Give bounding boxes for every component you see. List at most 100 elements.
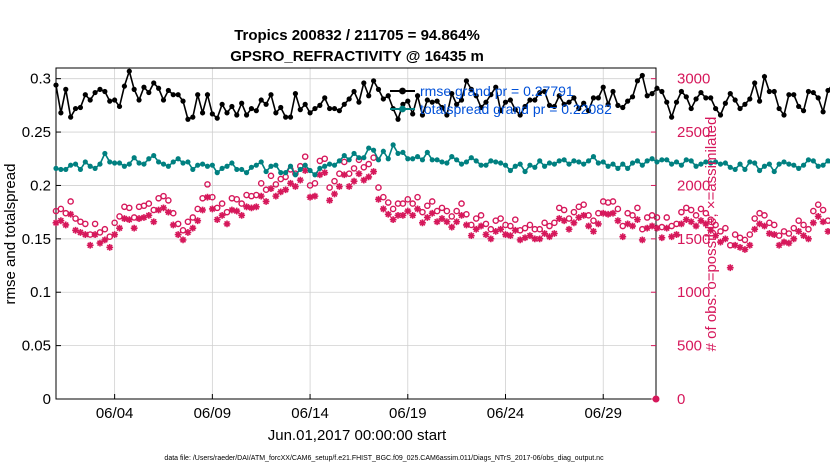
obs-possible-point [62,209,70,217]
totalspread-point [380,148,386,154]
obs-possible-point [125,204,133,212]
obs-possible-point [350,165,358,172]
legend: rmse grand pr = 0.27791 totalspread grand… [390,83,612,117]
totalspread-point [419,157,426,163]
legend-swatch-marker [399,87,406,95]
obs-assimilated-point [502,231,509,238]
obs-assimilated-point [135,215,143,222]
obs-assimilated-point [428,209,436,217]
obs-possible-point [639,225,646,233]
rmse-point [292,91,299,97]
totalspread-point [708,160,714,166]
totalspread-point [727,164,733,170]
totalspread-point [307,167,313,174]
rmse-point [87,97,93,103]
rmse-point [283,114,289,120]
obs-assimilated-point [277,188,285,196]
obs-assimilated-point [375,195,382,203]
rmse-point [429,99,435,105]
obs-assimilated-point [145,211,153,219]
obs-possible-point [57,205,65,213]
obs-assimilated-point [213,216,221,224]
obs-assimilated-point [800,232,807,240]
totalspread-point [590,154,597,160]
totalspread-point [92,165,98,171]
obs-assimilated-point [262,198,270,205]
totalspread-point [517,161,523,167]
obs-assimilated-point [463,221,470,229]
obs-assimilated-point [692,222,700,230]
obs-assimilated-point [106,243,114,251]
totalspread-point [243,170,250,176]
rmse-point [97,86,103,92]
obs-assimilated-point [233,207,241,215]
totalspread-point [571,158,577,164]
obs-assimilated-point [248,204,255,212]
totalspread-point [331,162,338,168]
rmse-point [820,109,826,115]
totalspread-point [234,166,240,173]
totalspread-point [786,161,792,167]
obs-assimilated-point [67,210,75,218]
obs-possible-point [546,222,553,230]
rmse-point [112,97,118,103]
rmse-point [439,104,445,111]
obs-assimilated-point [306,193,314,201]
obs-assimilated-point [331,190,338,198]
obs-assimilated-point [565,225,573,233]
obs-assimilated-point [282,186,290,194]
totalspread-point [283,170,289,176]
rmse-point [532,97,538,103]
obs-assimilated-point [555,215,563,222]
obs-assimilated-point [223,220,231,228]
rmse-point [673,99,680,105]
obs-assimilated-point [746,241,754,249]
totalspread-point [698,161,704,167]
obs-possible-point [810,207,817,215]
rmse-point [566,99,572,105]
rmse-point [590,95,597,101]
rmse-point [302,101,308,107]
totalspread-point [527,162,533,168]
rmse-point [444,112,450,118]
obs-assimilated-point [726,264,734,272]
obs-possible-point [443,207,451,215]
obs-assimilated-point [355,170,363,178]
obs-assimilated-point [653,224,661,232]
rmse-point [766,88,772,95]
obs-assimilated-point [111,231,119,238]
obs-assimilated-point [770,231,778,238]
obs-assimilated-point [780,238,788,246]
obs-assimilated-point [365,173,373,181]
totalspread-point [68,162,74,168]
obs-assimilated-point [580,211,588,219]
y-tick-label-left: 0.1 [30,284,51,301]
rmse-point [156,85,162,91]
obs-assimilated-point [350,177,358,185]
obs-possible-point [184,218,192,226]
obs-possible-point [238,200,245,207]
rmse-point [639,72,645,79]
totalspread-point [395,150,401,157]
totalspread-point [522,168,528,175]
totalspread-point [625,165,631,171]
data-file-footnote: data file: /Users/raeder/DAI/ATM_forcXX/… [164,455,604,462]
grid-lines [56,68,656,399]
obs-assimilated-point [160,204,167,212]
rmse-point [131,86,137,92]
totalspread-point [278,170,284,176]
totalspread-point [566,161,572,167]
obs-possible-point [663,214,671,221]
rmse-point [380,96,386,102]
obs-possible-point [653,214,661,221]
totalspread-point [160,161,167,167]
totalspread-point [796,165,802,171]
rmse-point [395,116,401,122]
obs-possible-point [262,186,270,194]
obs-assimilated-point [194,217,202,225]
rmse-point [585,108,592,114]
rmse-point [385,93,391,99]
obs-assimilated-point [458,211,465,219]
rmse-point [756,98,763,104]
obs-possible-point [360,163,368,171]
